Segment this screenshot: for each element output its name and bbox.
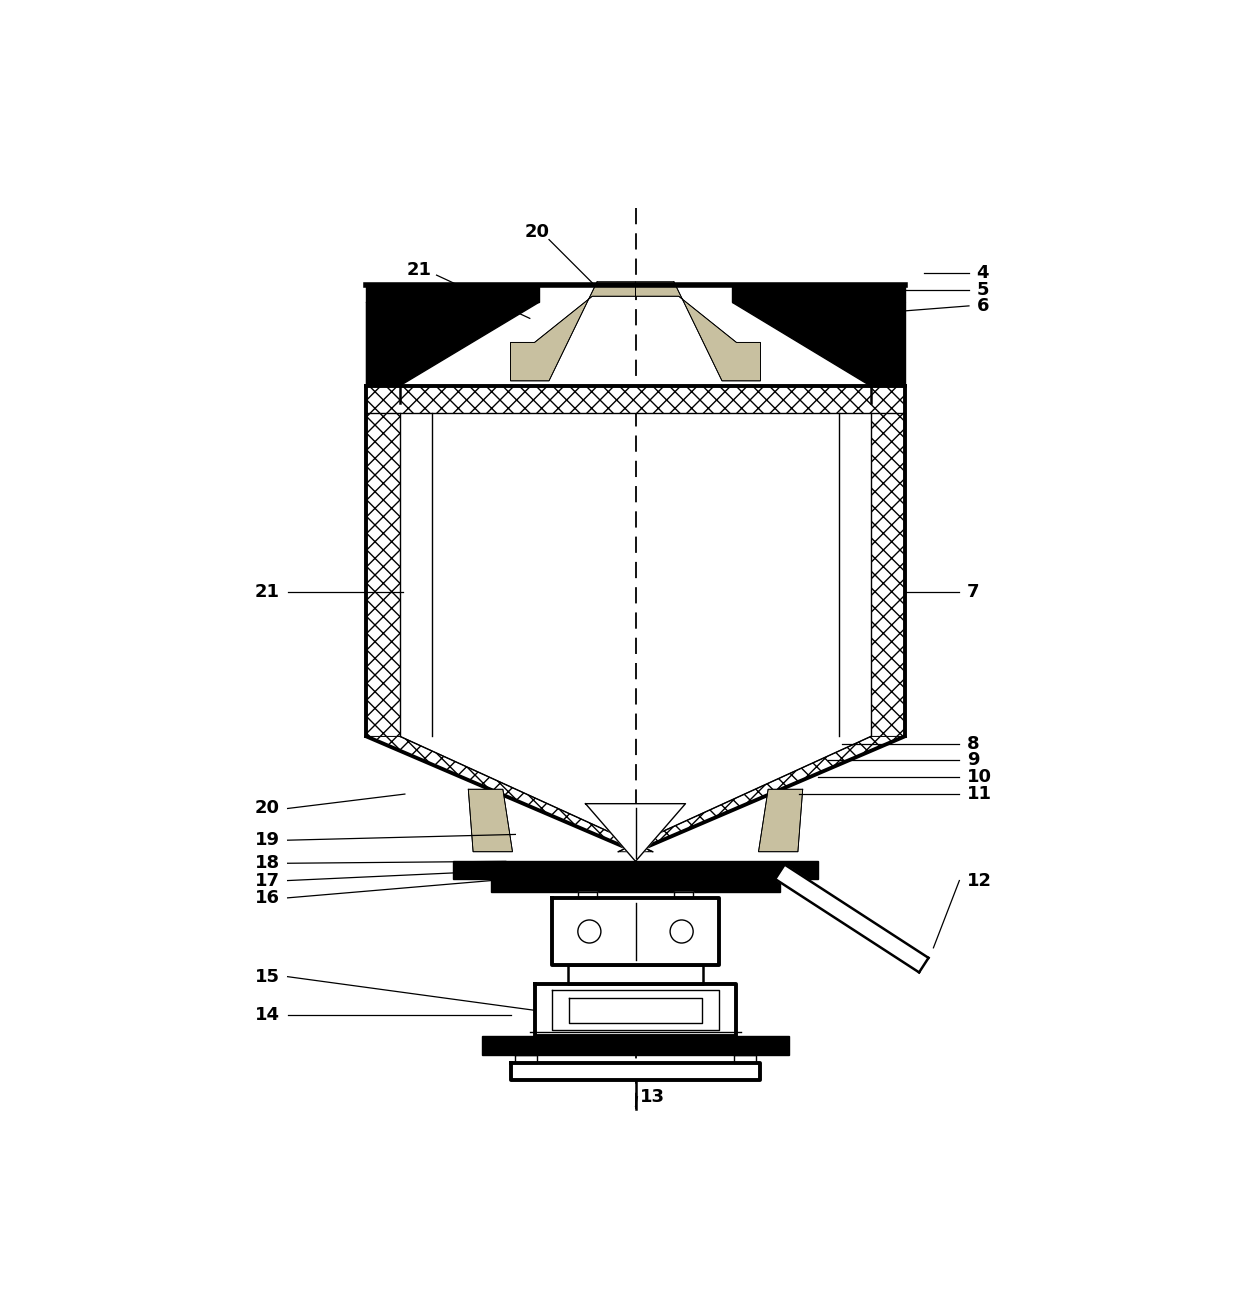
Text: 15: 15	[255, 968, 280, 986]
Text: 14: 14	[255, 1006, 280, 1024]
Text: 10: 10	[967, 768, 992, 786]
Text: 11: 11	[967, 785, 992, 803]
Polygon shape	[367, 302, 539, 385]
Polygon shape	[569, 998, 702, 1023]
Text: 4: 4	[977, 264, 990, 282]
Text: 9: 9	[967, 751, 980, 769]
Text: 21: 21	[255, 584, 280, 601]
Circle shape	[670, 919, 693, 943]
Polygon shape	[734, 1055, 755, 1063]
Polygon shape	[675, 892, 693, 897]
Polygon shape	[516, 1055, 537, 1063]
Polygon shape	[367, 737, 652, 852]
Text: 21: 21	[407, 261, 432, 279]
Polygon shape	[585, 803, 686, 862]
Text: 7: 7	[967, 584, 980, 601]
Text: 16: 16	[255, 889, 280, 906]
Polygon shape	[759, 789, 802, 852]
Text: 6: 6	[977, 296, 990, 315]
Polygon shape	[469, 789, 512, 852]
Polygon shape	[732, 285, 905, 302]
Polygon shape	[777, 866, 929, 973]
Text: 18: 18	[254, 854, 280, 872]
Polygon shape	[511, 282, 635, 381]
Polygon shape	[481, 1036, 789, 1055]
Polygon shape	[453, 862, 818, 879]
Polygon shape	[552, 897, 719, 965]
Text: 13: 13	[640, 1088, 666, 1106]
Polygon shape	[870, 413, 905, 737]
Text: 17: 17	[255, 871, 280, 889]
Polygon shape	[491, 892, 780, 897]
Polygon shape	[635, 282, 760, 381]
Polygon shape	[491, 879, 780, 892]
Text: 12: 12	[967, 871, 992, 889]
Text: 20: 20	[255, 799, 280, 818]
Text: 5: 5	[977, 281, 990, 299]
Polygon shape	[732, 302, 905, 385]
Polygon shape	[511, 1063, 760, 1080]
Circle shape	[578, 919, 601, 943]
Polygon shape	[367, 385, 905, 413]
Polygon shape	[619, 737, 905, 852]
Text: 8: 8	[967, 735, 980, 754]
Polygon shape	[552, 990, 719, 1030]
Text: 20: 20	[525, 223, 551, 240]
Polygon shape	[367, 413, 401, 737]
Polygon shape	[578, 892, 596, 897]
Polygon shape	[367, 285, 539, 302]
Polygon shape	[568, 965, 703, 985]
Text: 19: 19	[255, 831, 280, 849]
Polygon shape	[534, 985, 737, 1036]
